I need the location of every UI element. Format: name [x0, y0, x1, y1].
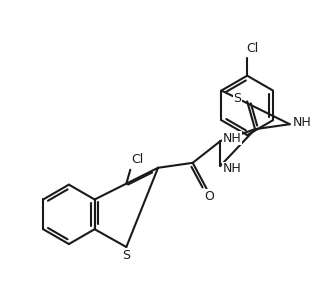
Text: NH: NH	[292, 116, 311, 129]
Text: O: O	[205, 190, 214, 203]
Text: Cl: Cl	[131, 153, 143, 166]
Text: Cl: Cl	[246, 42, 258, 55]
Text: NH: NH	[223, 162, 242, 175]
Text: S: S	[122, 249, 130, 263]
Text: S: S	[233, 92, 241, 105]
Text: NH: NH	[223, 132, 242, 145]
